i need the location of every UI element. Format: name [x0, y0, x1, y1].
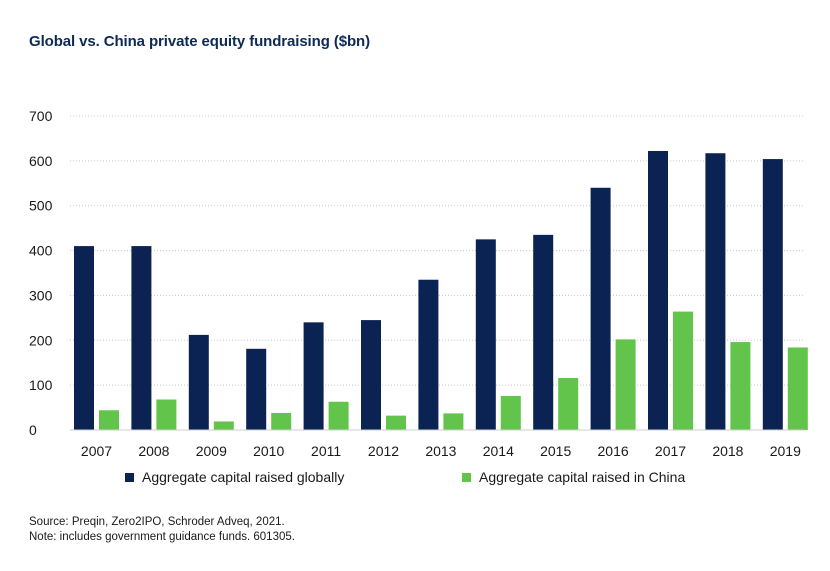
x-tick-label: 2011 — [311, 443, 341, 459]
bar-global-2018 — [705, 153, 726, 430]
x-tick-label: 2017 — [655, 443, 686, 459]
x-tick-label: 2019 — [770, 443, 801, 459]
y-tick-label: 500 — [29, 198, 53, 214]
y-tick-label: 300 — [29, 287, 53, 303]
bar-global-2019 — [762, 159, 783, 430]
y-tick-label: 100 — [29, 377, 53, 393]
bar-global-2014 — [475, 239, 496, 430]
x-tick-label: 2018 — [712, 443, 743, 459]
bar-china-2018 — [730, 342, 751, 430]
y-tick-label: 200 — [29, 332, 53, 348]
legend-label-china: Aggregate capital raised in China — [479, 469, 686, 485]
x-tick-label: 2010 — [253, 443, 284, 459]
footnotes: Source: Preqin, Zero2IPO, Schroder Adveq… — [29, 515, 295, 545]
x-tick-label: 2012 — [368, 443, 399, 459]
y-tick-label: 400 — [29, 243, 53, 259]
bar-global-2017 — [648, 150, 668, 430]
x-tick-label: 2013 — [425, 443, 456, 459]
bar-china-2015 — [558, 377, 579, 430]
legend-swatch-china — [462, 472, 471, 482]
y-axis-ticks: 0 100 200 300 400 500 600 700 — [29, 108, 53, 438]
legend-item-global: Aggregate capital raised globally — [125, 469, 344, 485]
note-text: Note: includes government guidance funds… — [29, 531, 295, 543]
bar-china-2010 — [271, 412, 292, 430]
legend-label-global: Aggregate capital raised globally — [142, 469, 345, 485]
bar-global-2015 — [533, 234, 554, 430]
bar-china-2009 — [213, 421, 234, 430]
bar-china-2007 — [99, 410, 119, 430]
bar-global-2013 — [418, 279, 439, 430]
source-note: Source: Preqin, Zero2IPO, Schroder Adveq… — [29, 516, 285, 528]
bar-china-2013 — [443, 413, 464, 430]
bar-global-2011 — [303, 322, 324, 430]
x-tick-label: 2009 — [196, 443, 227, 459]
bars — [74, 150, 808, 430]
bar-global-2009 — [188, 334, 209, 430]
bar-china-2008 — [156, 399, 177, 430]
chart-title: Global vs. China private equity fundrais… — [29, 33, 370, 50]
bar-china-2016 — [615, 339, 636, 430]
bar-global-2007 — [74, 246, 94, 430]
x-axis-ticks: 2007 2008 2009 2010 2011 2012 2013 2014 2015 2016… — [81, 443, 801, 459]
x-tick-label: 2007 — [81, 443, 112, 459]
bar-global-2016 — [590, 187, 611, 430]
x-tick-label: 2008 — [138, 443, 169, 459]
bar-global-2010 — [246, 348, 267, 430]
legend-item-china: Aggregate capital raised in China — [462, 469, 685, 485]
x-tick-label: 2014 — [483, 443, 514, 459]
bar-china-2019 — [787, 347, 808, 430]
y-tick-label: 0 — [29, 422, 37, 438]
bar-china-2014 — [500, 395, 521, 430]
y-tick-label: 600 — [29, 153, 53, 169]
x-tick-label: 2015 — [540, 443, 571, 459]
bar-china-2011 — [328, 401, 349, 430]
x-tick-label: 2016 — [598, 443, 629, 459]
bar-china-2012 — [386, 415, 406, 430]
legend: Aggregate capital raised globally Aggreg… — [0, 469, 830, 489]
bar-china-2017 — [673, 311, 693, 430]
legend-swatch-global — [125, 472, 134, 482]
y-tick-label: 700 — [29, 108, 53, 124]
bar-global-2008 — [131, 246, 152, 430]
bar-global-2012 — [361, 320, 381, 430]
